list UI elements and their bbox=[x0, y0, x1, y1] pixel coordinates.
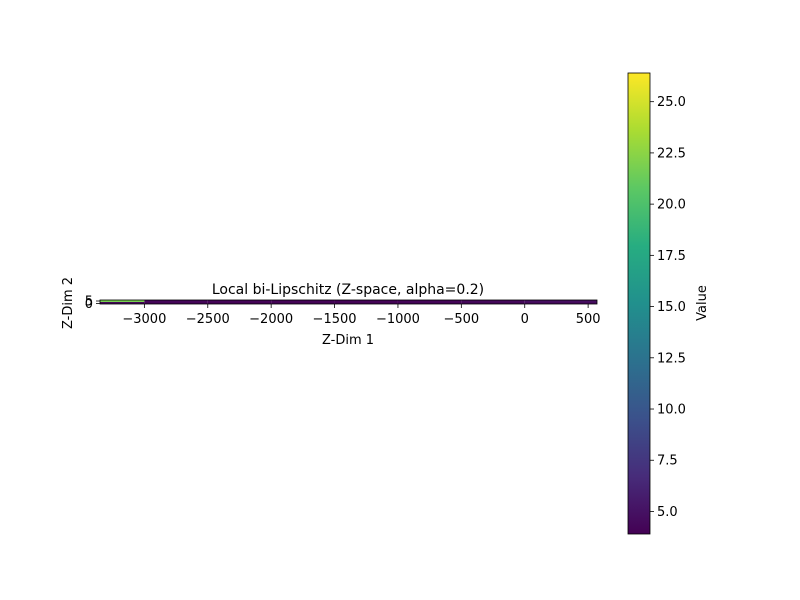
heatmap-cell bbox=[334, 300, 398, 302]
heatmap-cell bbox=[397, 300, 462, 302]
colorbar: 5.0 7.5 10.0 12.5 15.0 17.5 20.0 22.5 25.0 Value bbox=[627, 72, 710, 535]
heatmap-cell bbox=[524, 302, 597, 304]
heatmap-cell bbox=[100, 300, 145, 302]
y-axis: 05 bbox=[85, 295, 100, 312]
heatmap-cell bbox=[207, 300, 272, 302]
colorbar-tick-label: 15.0 bbox=[657, 300, 686, 315]
y-tick-label: 5 bbox=[85, 295, 93, 310]
colorbar-tick-label: 17.5 bbox=[657, 249, 686, 264]
x-tick-label: −2000 bbox=[249, 312, 293, 327]
x-tick-label: −500 bbox=[443, 312, 479, 327]
heatmap-cell bbox=[207, 302, 272, 304]
heatmap-cells bbox=[100, 300, 597, 304]
heatmap-cell bbox=[334, 302, 398, 304]
x-tick-label: 500 bbox=[576, 312, 601, 327]
heatmap-cell bbox=[144, 300, 208, 302]
x-tick-label: −1500 bbox=[313, 312, 357, 327]
colorbar-tick-label: 25.0 bbox=[657, 95, 686, 110]
colorbar-ticks: 5.0 7.5 10.0 12.5 15.0 17.5 20.0 22.5 25.0 bbox=[650, 95, 686, 520]
heatmap-cell bbox=[397, 302, 462, 304]
heatmap-cell bbox=[461, 300, 525, 302]
x-tick-label: 0 bbox=[521, 312, 529, 327]
x-tick-label: −2500 bbox=[186, 312, 230, 327]
x-axis: −3000 −2500 −2000 −1500 −1000 −500 0 500 bbox=[122, 304, 601, 327]
heatmap-cell bbox=[100, 302, 145, 304]
colorbar-tick-label: 10.0 bbox=[657, 403, 686, 418]
chart-title: Local bi-Lipschitz (Z-space, alpha=0.2) bbox=[212, 282, 484, 298]
y-axis-label: Z-Dim 2 bbox=[61, 277, 76, 329]
colorbar-tick-label: 20.0 bbox=[657, 198, 686, 213]
colorbar-tick-label: 22.5 bbox=[657, 146, 686, 161]
heatmap-cell bbox=[461, 302, 525, 304]
colorbar-tick-label: 7.5 bbox=[657, 454, 678, 469]
plot-frame bbox=[99, 299, 598, 305]
heatmap-cell bbox=[271, 302, 335, 304]
x-tick-label: −1000 bbox=[376, 312, 420, 327]
colorbar-tick-label: 5.0 bbox=[657, 505, 678, 520]
colorbar-tick-label: 12.5 bbox=[657, 351, 686, 366]
heatmap-cell bbox=[271, 300, 335, 302]
heatmap-cell bbox=[144, 302, 208, 304]
colorbar-label: Value bbox=[695, 285, 710, 321]
x-axis-label: Z-Dim 1 bbox=[322, 333, 374, 348]
y-tick-label: 0 bbox=[85, 297, 93, 312]
colorbar-gradient bbox=[627, 72, 651, 535]
x-tick-label: −3000 bbox=[122, 312, 166, 327]
heatmap-cell bbox=[524, 300, 597, 302]
